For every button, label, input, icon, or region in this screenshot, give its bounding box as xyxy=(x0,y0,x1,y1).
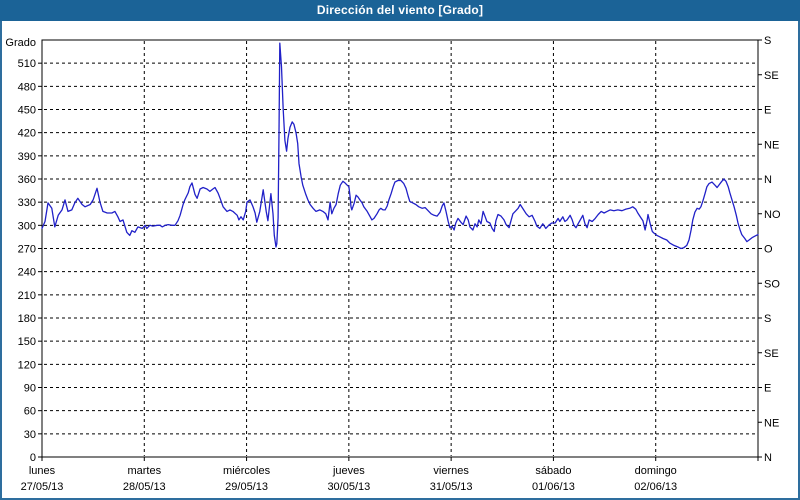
right-axis-compass-label: E xyxy=(764,105,771,117)
x-axis-day-label: domingo xyxy=(635,465,677,477)
left-axis-tick-label: 390 xyxy=(18,151,36,163)
left-axis-tick-label: 420 xyxy=(18,128,36,140)
x-axis-day-label: sábado xyxy=(535,465,571,477)
left-axis-tick-label: 90 xyxy=(24,383,36,395)
right-axis-compass-label: S xyxy=(764,35,771,47)
left-axis-tick-label: 300 xyxy=(18,220,36,232)
x-axis-day-label: jueves xyxy=(332,465,365,477)
x-axis-day-label: miércoles xyxy=(223,465,271,477)
right-axis-compass-label: SO xyxy=(764,278,780,290)
left-axis-title: Grado xyxy=(5,37,36,49)
left-axis-tick-label: 60 xyxy=(24,406,36,418)
left-axis-tick-label: 360 xyxy=(18,174,36,186)
x-axis-date-label: 28/05/13 xyxy=(123,481,166,493)
left-axis-tick-label: 510 xyxy=(18,58,36,70)
wind-direction-line xyxy=(41,42,759,250)
left-axis-tick-label: 120 xyxy=(18,359,36,371)
right-axis-compass-label: N xyxy=(764,174,772,186)
right-axis-compass-label: N xyxy=(764,452,772,464)
left-axis-tick-label: 450 xyxy=(18,105,36,117)
x-axis-day-label: lunes xyxy=(29,465,56,477)
plot-border xyxy=(41,39,759,458)
right-axis-compass-label: S xyxy=(764,313,771,325)
right-axis-compass-label: SE xyxy=(764,348,779,360)
x-axis-date-label: 27/05/13 xyxy=(21,481,64,493)
x-axis-day-label: martes xyxy=(127,465,161,477)
left-axis-tick-label: 330 xyxy=(18,197,36,209)
right-axis-compass-label: O xyxy=(764,244,773,256)
x-axis-date-label: 02/06/13 xyxy=(634,481,677,493)
right-axis-compass-label: NO xyxy=(764,209,781,221)
left-axis-tick-label: 270 xyxy=(18,244,36,256)
window-title: Dirección del viento [Grado] xyxy=(0,0,800,21)
x-axis-date-label: 31/05/13 xyxy=(430,481,473,493)
right-axis-compass-label: E xyxy=(764,383,771,395)
left-axis-tick-label: 210 xyxy=(18,290,36,302)
left-axis-tick-label: 0 xyxy=(30,452,36,464)
left-axis-tick-label: 180 xyxy=(18,313,36,325)
x-axis-day-label: viernes xyxy=(433,465,469,477)
left-axis-tick-label: 240 xyxy=(18,267,36,279)
left-axis-tick-label: 150 xyxy=(18,336,36,348)
x-axis-date-label: 30/05/13 xyxy=(327,481,370,493)
left-axis-tick-label: 30 xyxy=(24,429,36,441)
right-axis-compass-label: SE xyxy=(764,70,779,82)
right-axis-compass-label: NE xyxy=(764,139,779,151)
left-axis-tick-label: 480 xyxy=(18,81,36,93)
x-axis-date-label: 29/05/13 xyxy=(225,481,268,493)
right-axis-compass-label: NE xyxy=(764,417,779,429)
x-axis-date-label: 01/06/13 xyxy=(532,481,575,493)
